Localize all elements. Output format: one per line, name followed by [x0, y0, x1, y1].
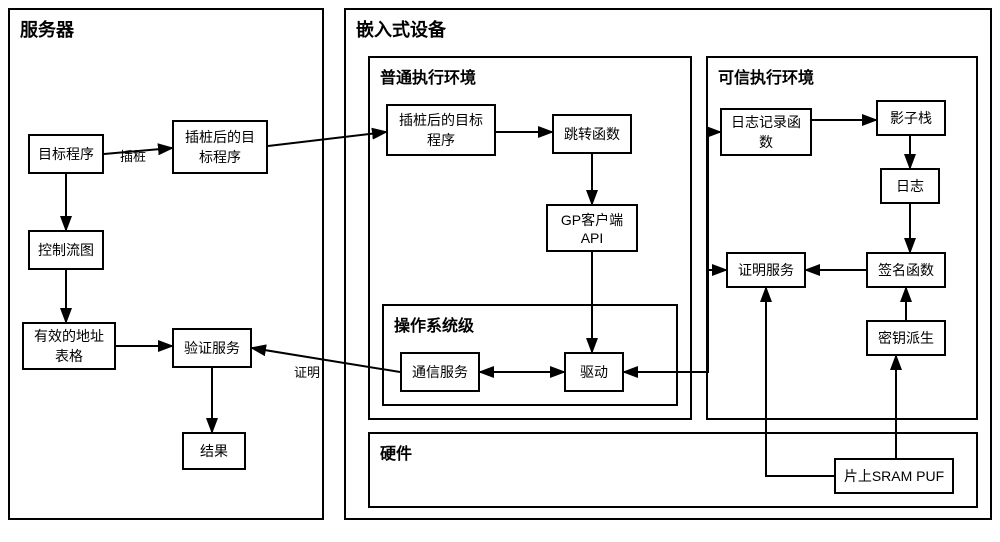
normal-env-title: 普通执行环境 [380, 64, 476, 88]
node-result: 结果 [182, 432, 246, 470]
server-title: 服务器 [20, 16, 74, 42]
os-title: 操作系统级 [394, 312, 474, 336]
node-target-program: 目标程序 [28, 134, 104, 174]
edge-label-proof: 证明 [294, 362, 320, 381]
node-sram-puf: 片上SRAM PUF [834, 458, 954, 494]
node-instrumented-program-device: 插桩后的目标 程序 [386, 104, 496, 156]
node-log-record-function: 日志记录函 数 [720, 108, 812, 156]
trusted-env-title: 可信执行环境 [718, 64, 814, 88]
node-key-derivation: 密钥派生 [866, 320, 946, 356]
node-comm-service: 通信服务 [400, 352, 480, 392]
node-shadow-stack: 影子栈 [876, 100, 946, 136]
node-control-flow-graph: 控制流图 [28, 230, 104, 270]
node-valid-address-table: 有效的地址 表格 [22, 322, 116, 370]
hardware-title: 硬件 [380, 440, 412, 464]
node-log: 日志 [880, 168, 940, 204]
embedded-title: 嵌入式设备 [356, 16, 446, 42]
node-verification-service: 验证服务 [172, 328, 252, 368]
node-jump-function: 跳转函数 [552, 114, 632, 154]
edge-label-instrument: 插桩 [120, 146, 146, 165]
node-attestation-service: 证明服务 [726, 252, 806, 288]
node-gp-client-api: GP客户端 API [546, 204, 638, 252]
node-instrumented-program-server: 插桩后的目 标程序 [172, 120, 268, 174]
node-sign-function: 签名函数 [866, 252, 946, 288]
node-driver: 驱动 [564, 352, 624, 392]
